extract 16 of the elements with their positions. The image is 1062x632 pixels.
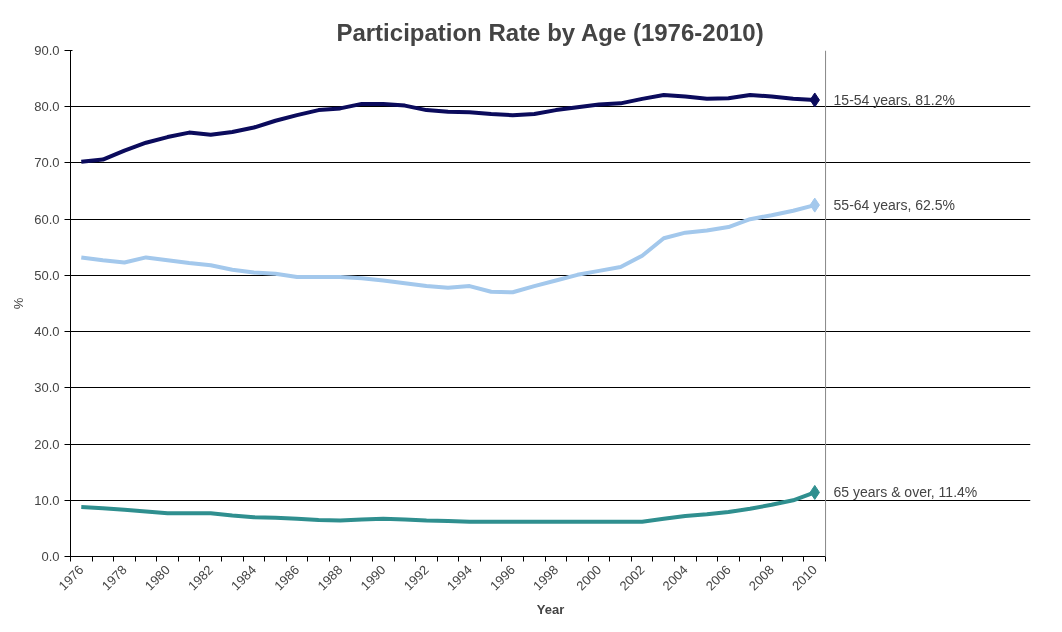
x-axis-title: Year bbox=[536, 602, 565, 618]
y-tick-label: 30.0 bbox=[34, 380, 60, 396]
y-tick-label: 70.0 bbox=[34, 155, 60, 171]
annotation: 55-64 years, 62.5% bbox=[833, 197, 955, 214]
annotation: 65 years & over, 11.4% bbox=[833, 484, 978, 501]
y-tick-label: 50.0 bbox=[34, 267, 60, 283]
y-axis-title: % bbox=[11, 297, 27, 310]
y-tick-label: 60.0 bbox=[34, 211, 60, 227]
y-tick-label: 90.0 bbox=[34, 43, 60, 58]
y-tick-label: 10.0 bbox=[34, 492, 60, 508]
y-tick-label: 20.0 bbox=[34, 436, 60, 452]
y-tick-label: 0.0 bbox=[41, 549, 60, 564]
y-tick-label: 80.0 bbox=[34, 99, 60, 115]
chart-title: Participation Rate by Age (1976-2010) bbox=[336, 18, 764, 46]
y-tick-label: 40.0 bbox=[34, 324, 60, 340]
annotation: 15-54 years, 81.2% bbox=[833, 91, 955, 108]
